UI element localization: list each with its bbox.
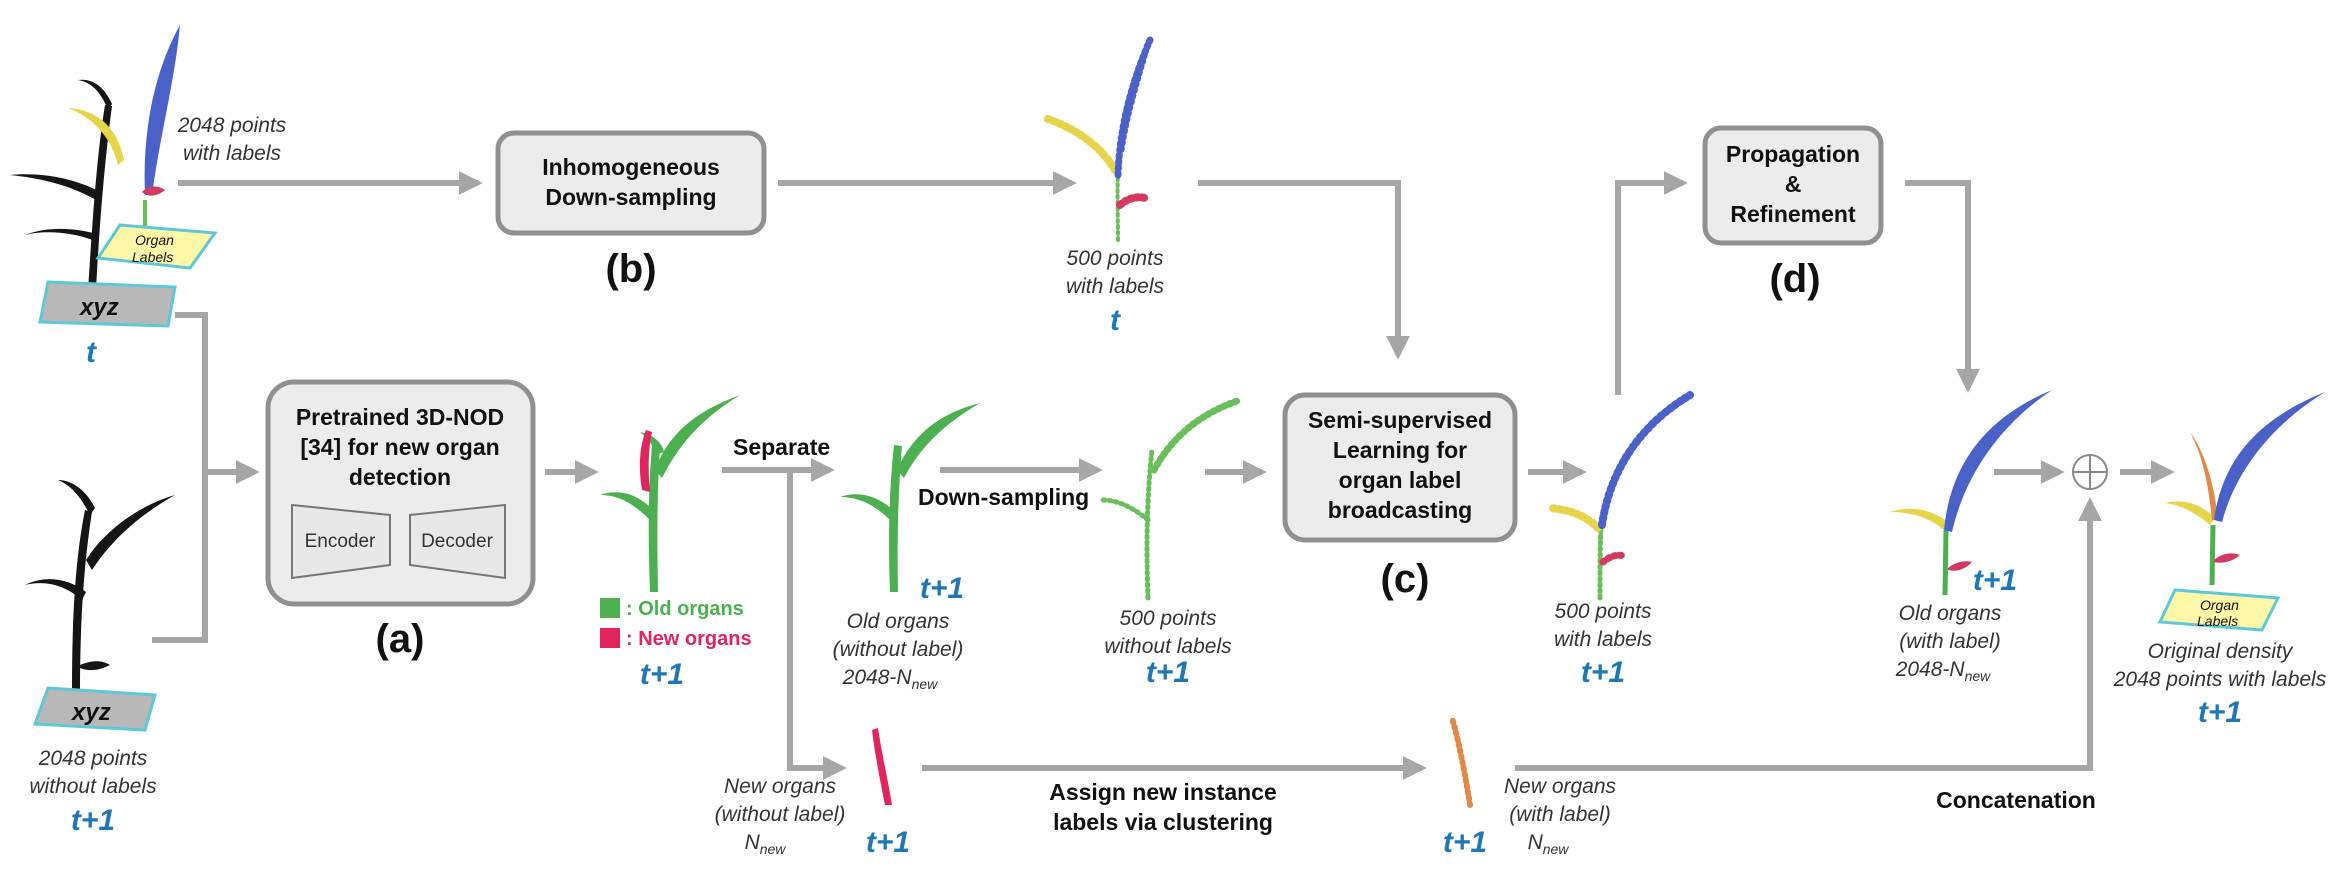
caption-ds500-top-2: with labels bbox=[1066, 275, 1165, 298]
caption-final-2: 2048 points with labels bbox=[2113, 668, 2327, 691]
op-downsampling: Down-sampling bbox=[918, 484, 1089, 510]
box-d-line1: Propagation bbox=[1726, 141, 1860, 167]
time-label-final: t+1 bbox=[2198, 696, 2242, 729]
caption-old-organs-2: (without label) bbox=[833, 638, 964, 661]
op-concatenation: Concatenation bbox=[1936, 787, 2096, 813]
box-d-line2: & bbox=[1785, 171, 1802, 197]
legend-old-swatch bbox=[600, 598, 620, 618]
box-a-line3: detection bbox=[349, 464, 451, 490]
step-label-b: (b) bbox=[605, 247, 656, 291]
box-a-line2: [34] for new organ bbox=[300, 434, 499, 460]
caption-input-top-2: with labels bbox=[183, 142, 282, 165]
box-b-line1: Inhomogeneous bbox=[542, 154, 720, 180]
organ-labels-plate-final bbox=[2157, 588, 2281, 632]
organ-plate-final-2: Labels bbox=[2197, 613, 2238, 629]
caption-input-bottom-2: without labels bbox=[29, 775, 157, 798]
input-plant-t1: xyz 2048 points without labels t+1 bbox=[25, 480, 175, 837]
caption-old-labeled-3: 2048-Nnew bbox=[1895, 658, 1991, 684]
time-label-old-labeled: t+1 bbox=[1973, 564, 2017, 597]
arrow-ds500-to-c bbox=[1198, 180, 1410, 360]
plant-old-organs-nolabel: t+1 Old organs (without label) 2048-Nnew bbox=[833, 403, 980, 692]
time-label-ssl-out: t+1 bbox=[1581, 656, 1625, 689]
encoder-shape bbox=[291, 503, 391, 580]
caption-new-labeled-3: Nnew bbox=[1528, 831, 1570, 857]
caption-final-1: Original density bbox=[2148, 640, 2294, 663]
decoder-shape bbox=[409, 503, 506, 580]
box-b-downsampling: Inhomogeneous Down-sampling (b) bbox=[495, 130, 767, 291]
op-separate: Separate bbox=[733, 434, 830, 460]
caption-new-labeled-2: (with label) bbox=[1509, 803, 1611, 826]
plant-500-nolabel: 500 points without labels t+1 bbox=[1099, 396, 1244, 689]
box-a-3dnod: Pretrained 3D-NOD [34] for new organ det… bbox=[265, 379, 536, 661]
concat-operator bbox=[2072, 454, 2108, 490]
box-c-line1: Semi-supervised bbox=[1308, 407, 1492, 433]
box-c-line2: Learning for bbox=[1333, 437, 1467, 463]
plant-detected: : Old organs : New organs t+1 bbox=[600, 395, 752, 691]
encoder-label: Encoder bbox=[305, 531, 376, 552]
time-label-new-nolabel: t+1 bbox=[866, 826, 910, 859]
caption-ssl-out-2: with labels bbox=[1554, 628, 1653, 651]
input-plant-t: Organ Labels xyz t 2048 points with labe… bbox=[10, 25, 287, 369]
step-label-c: (c) bbox=[1381, 557, 1430, 601]
op-assign-2: labels via clustering bbox=[1053, 809, 1273, 835]
time-label-input-t: t bbox=[86, 336, 98, 369]
time-label-input-t1: t+1 bbox=[71, 804, 115, 837]
xyz-plate-text-bottom: xyz bbox=[70, 699, 111, 726]
caption-input-bottom-1: 2048 points bbox=[38, 747, 148, 770]
time-label-detected: t+1 bbox=[640, 658, 684, 691]
time-label-old-organs: t+1 bbox=[920, 572, 964, 605]
caption-old-organs-1: Old organs bbox=[847, 610, 950, 633]
arrow-to-d bbox=[1615, 171, 1688, 395]
plant-new-organs-nolabel: New organs (without label) Nnew t+1 bbox=[715, 728, 910, 859]
box-c-semi-supervised: Semi-supervised Learning for organ label… bbox=[1282, 392, 1518, 601]
organ-plate-text-1: Organ bbox=[135, 232, 174, 248]
caption-old-labeled-1: Old organs bbox=[1899, 602, 2002, 625]
arrow-branch-inputs bbox=[152, 312, 208, 643]
organ-plate-final-1: Organ bbox=[2200, 597, 2239, 613]
legend-new-swatch bbox=[600, 628, 620, 648]
flow-arrows bbox=[152, 171, 2175, 780]
xyz-plate-top bbox=[38, 280, 177, 328]
time-label-ds500-t: t bbox=[1110, 304, 1122, 337]
arrow-concatenation bbox=[1515, 497, 2102, 771]
caption-new-nolabel-2: (without label) bbox=[715, 803, 846, 826]
caption-ds500-nolabel-1: 500 points bbox=[1120, 607, 1217, 630]
time-label-new-labeled: t+1 bbox=[1443, 826, 1487, 859]
plant-new-organs-labeled: New organs (with label) Nnew t+1 bbox=[1443, 715, 1617, 859]
plant-final: Organ Labels Original density 2048 point… bbox=[2113, 392, 2327, 729]
plant-500-labeled-t: 500 points with labels t bbox=[1041, 36, 1165, 337]
xyz-plate-bottom bbox=[32, 686, 157, 732]
op-assign-1: Assign new instance bbox=[1049, 779, 1277, 805]
caption-ds500-nolabel-2: without labels bbox=[1104, 635, 1232, 658]
xyz-plate-text-top: xyz bbox=[78, 294, 119, 321]
legend-new-text: : New organs bbox=[626, 628, 752, 650]
plant-500-labeled-t1: 500 points with labels t+1 bbox=[1546, 391, 1694, 689]
legend-old-text: : Old organs bbox=[626, 598, 744, 620]
step-label-a: (a) bbox=[376, 617, 425, 661]
organ-labels-plate-top bbox=[95, 223, 218, 270]
box-d-propagation: Propagation & Refinement (d) bbox=[1702, 125, 1884, 301]
caption-new-nolabel-3: Nnew bbox=[745, 831, 787, 857]
box-d-line3: Refinement bbox=[1730, 201, 1856, 227]
caption-ssl-out-1: 500 points bbox=[1555, 600, 1652, 623]
caption-new-labeled-1: New organs bbox=[1504, 775, 1617, 798]
step-label-d: (d) bbox=[1769, 257, 1820, 301]
decoder-label: Decoder bbox=[421, 531, 493, 552]
caption-new-nolabel-1: New organs bbox=[724, 775, 837, 798]
plant-old-organs-labeled: t+1 Old organs (with label) 2048-Nnew bbox=[1890, 390, 2052, 684]
caption-old-labeled-2: (with label) bbox=[1899, 630, 2001, 653]
box-c-line4: broadcasting bbox=[1328, 497, 1472, 523]
caption-old-organs-3: 2048-Nnew bbox=[842, 666, 938, 692]
caption-input-top-1: 2048 points bbox=[177, 114, 287, 137]
arrow-to-new-organs bbox=[787, 470, 847, 780]
box-b-line2: Down-sampling bbox=[545, 184, 716, 210]
caption-ds500-top-1: 500 points bbox=[1067, 247, 1164, 270]
organ-plate-text-2: Labels bbox=[132, 249, 173, 265]
box-a-line1: Pretrained 3D-NOD bbox=[296, 404, 504, 430]
box-c-line3: organ label bbox=[1339, 467, 1462, 493]
arrow-d-to-old-labeled bbox=[1905, 180, 1980, 393]
time-label-ds500-nolabel: t+1 bbox=[1146, 656, 1190, 689]
